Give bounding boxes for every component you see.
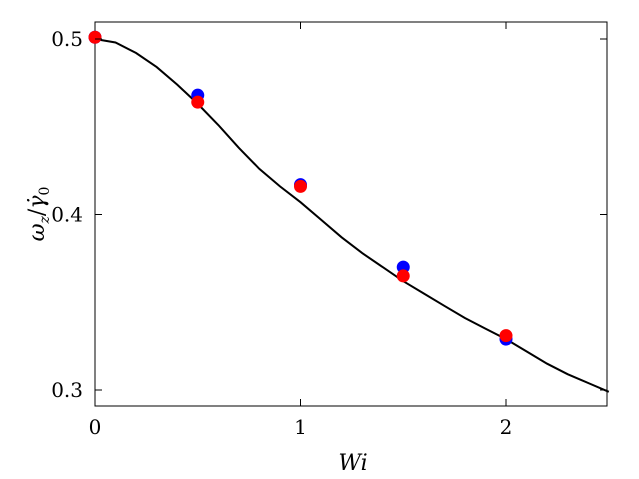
x-tick-label: 0	[89, 415, 102, 439]
data-point-series-2	[396, 269, 410, 283]
data-point-series-2	[294, 179, 307, 193]
x-tick-label: 2	[500, 415, 513, 439]
y-tick-label: 0.4	[51, 203, 83, 227]
y-tick-label: 0.5	[51, 27, 83, 51]
y-axis-label: ωz/γ̇0	[25, 187, 53, 242]
y-axis: 0.3 0.4 0.5	[51, 27, 607, 402]
series-line	[94, 38, 610, 393]
data-point-series-2	[499, 329, 513, 343]
data-point-series-2	[191, 95, 205, 109]
x-axis-label: Wi	[338, 451, 367, 476]
x-tick-label: 1	[294, 415, 307, 439]
plot-area	[88, 21, 610, 407]
y-tick-label: 0.3	[51, 378, 83, 402]
svg-text:ωz/γ̇0: ωz/γ̇0	[25, 187, 53, 242]
data-point-series-2	[88, 30, 102, 44]
x-axis: 0 1 2	[89, 22, 513, 439]
